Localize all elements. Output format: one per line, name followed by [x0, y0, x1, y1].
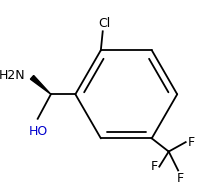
Polygon shape — [30, 75, 51, 94]
Text: F: F — [150, 160, 157, 173]
Text: F: F — [176, 172, 184, 185]
Text: H2N: H2N — [0, 69, 26, 82]
Text: F: F — [187, 136, 195, 149]
Text: HO: HO — [29, 125, 48, 138]
Text: Cl: Cl — [99, 17, 111, 30]
